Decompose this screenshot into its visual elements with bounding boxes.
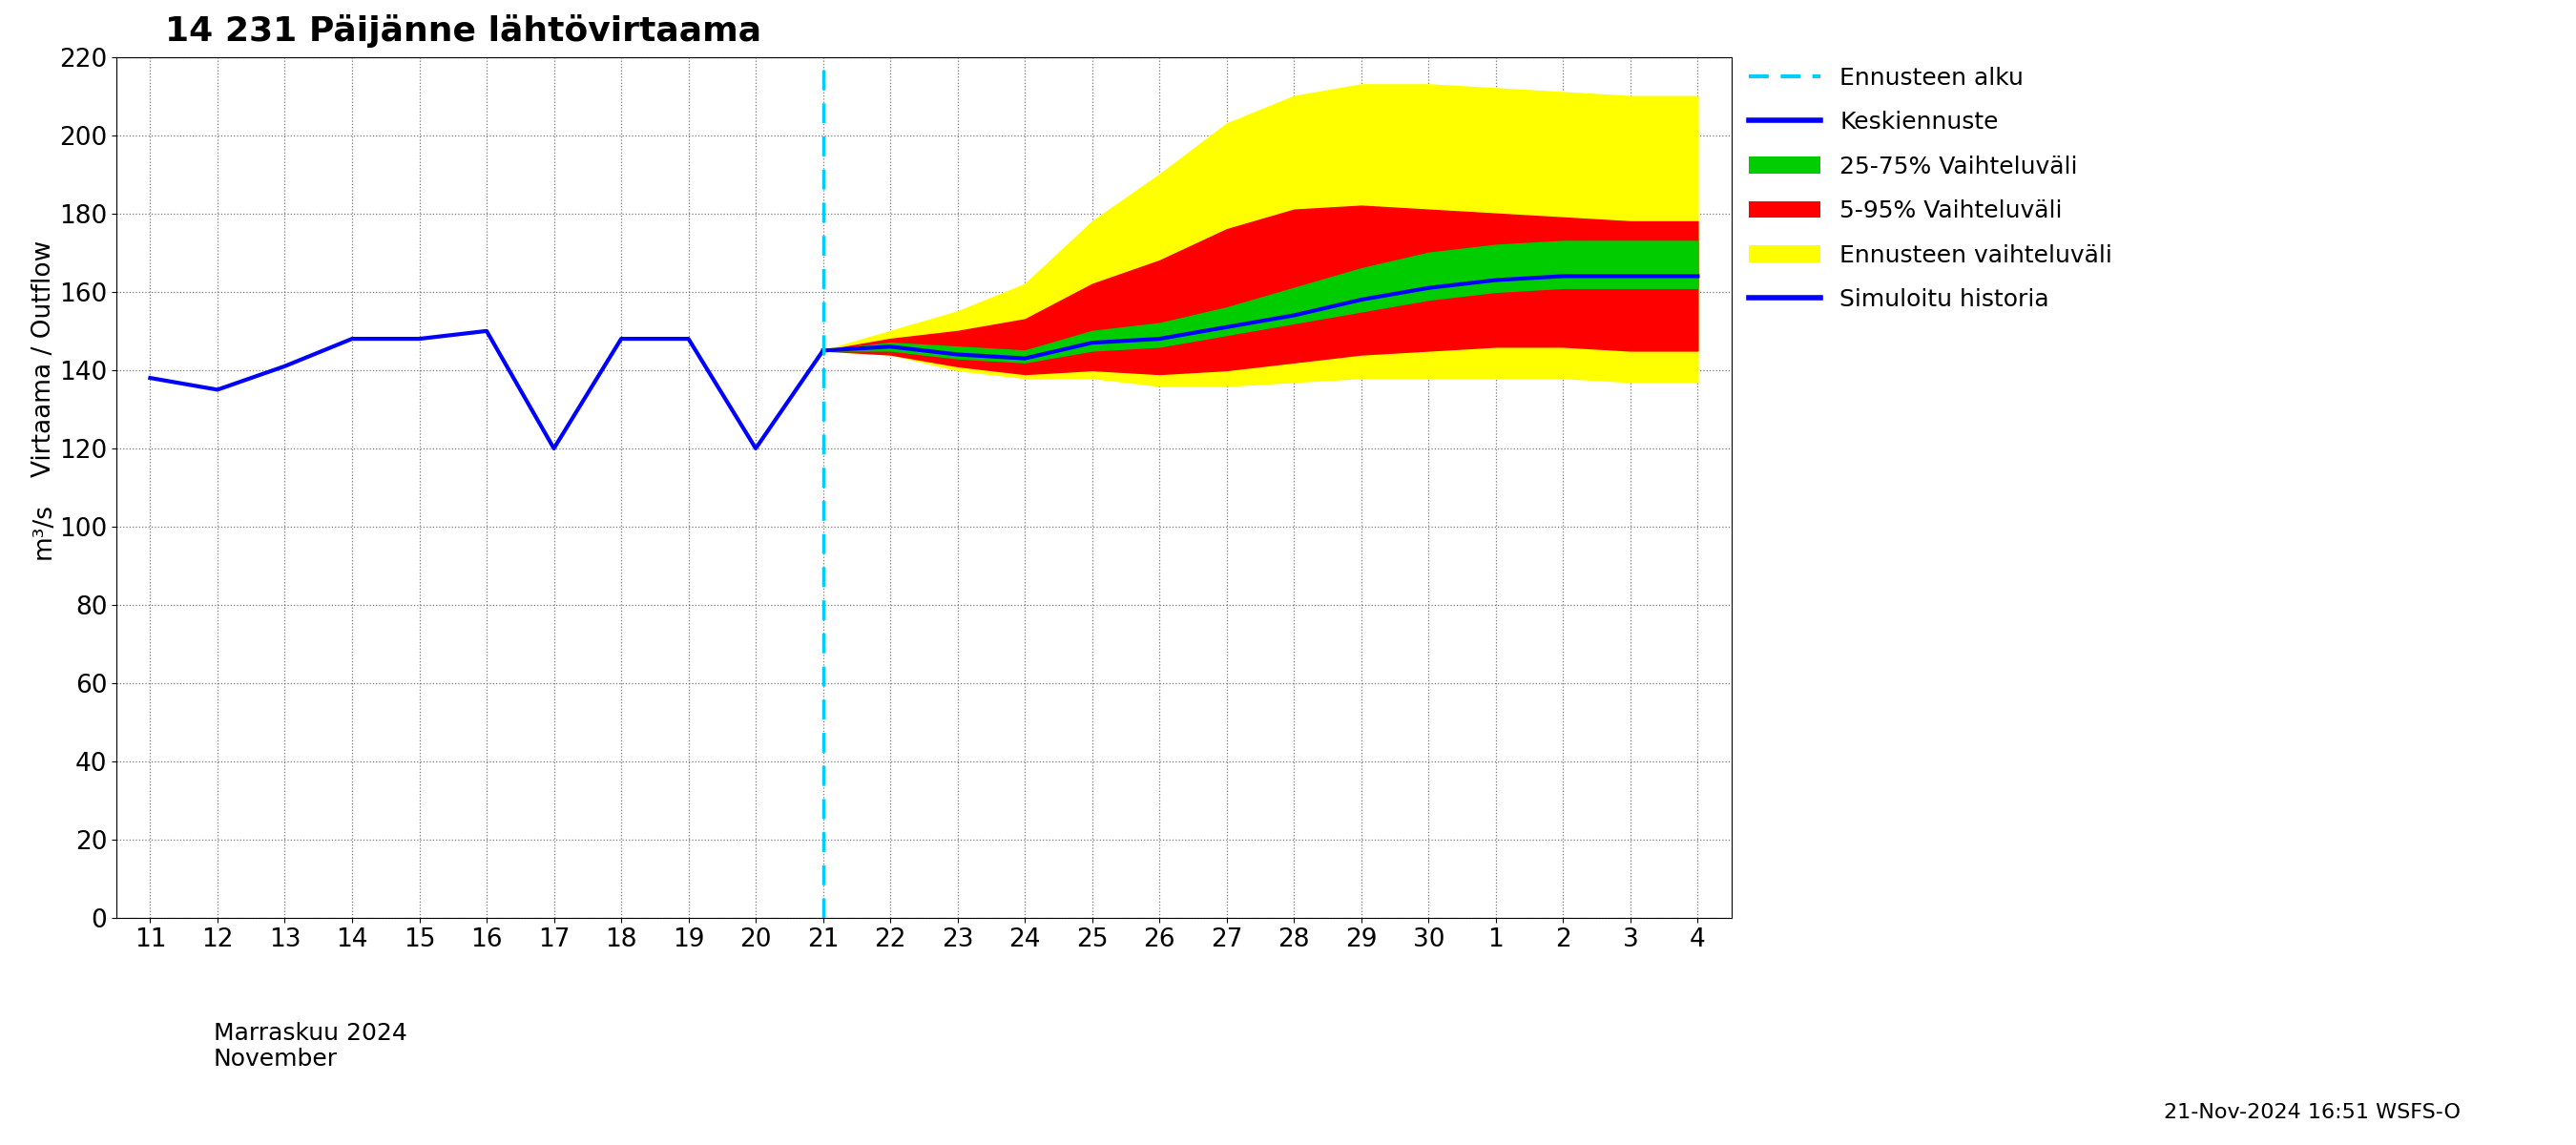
Legend: Ennusteen alku, Keskiennuste, 25-75% Vaihteluväli, 5-95% Vaihteluväli, Ennusteen: Ennusteen alku, Keskiennuste, 25-75% Vai…: [1739, 57, 2123, 321]
Text: Virtaama / Outflow: Virtaama / Outflow: [31, 240, 57, 476]
Text: m³/s: m³/s: [31, 503, 57, 559]
Text: Marraskuu 2024
November: Marraskuu 2024 November: [214, 1021, 407, 1071]
Text: 14 231 Päijänne lähtövirtaama: 14 231 Päijänne lähtövirtaama: [165, 14, 762, 48]
Text: 21-Nov-2024 16:51 WSFS-O: 21-Nov-2024 16:51 WSFS-O: [2164, 1103, 2460, 1122]
